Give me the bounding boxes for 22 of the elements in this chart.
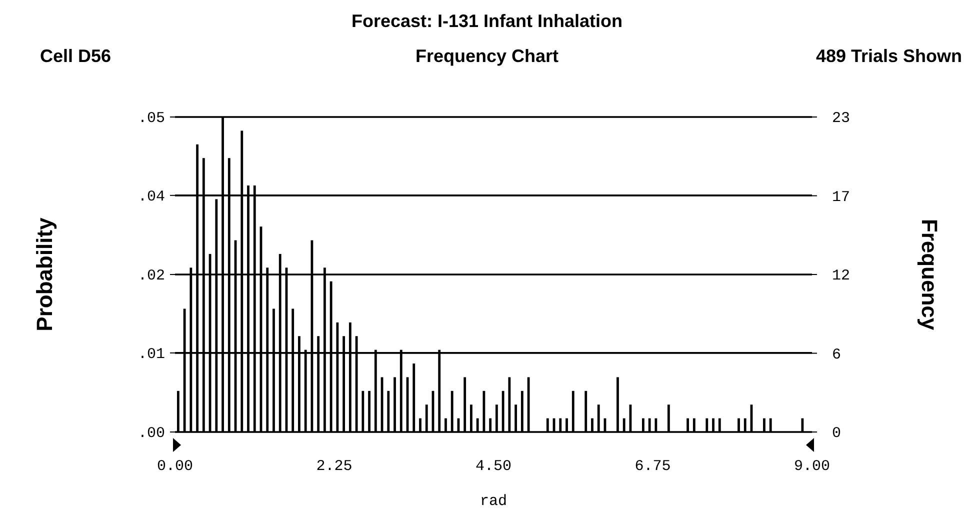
y2-tick-label: 23	[832, 110, 850, 127]
y2-axis-title: Frequency	[917, 218, 942, 331]
x-tick-label: 9.00	[794, 458, 830, 475]
x-tick-label: 6.75	[634, 458, 671, 475]
y-tick-label: .00	[138, 425, 165, 442]
y2-tick-label: 12	[832, 268, 850, 284]
y-tick-label: .01	[138, 346, 165, 363]
chart-title: Forecast: I-131 Infant Inhalation	[351, 11, 623, 31]
y-axis-title: Probability	[32, 216, 57, 332]
x-axis-title: rad	[480, 493, 508, 510]
y2-tick-label: 6	[832, 346, 842, 364]
y-tick-label: .05	[138, 110, 165, 127]
y-tick-label: .04	[138, 188, 165, 206]
y-tick-label: .02	[138, 268, 165, 284]
y2-tick-label: 0	[832, 425, 842, 442]
x-tick-label: 0.00	[156, 458, 194, 475]
text: Cell D56	[40, 46, 112, 66]
y2-tick-label: 17	[832, 188, 850, 206]
x-tick-label: 4.50	[475, 458, 512, 475]
x-tick-label: 2.25	[316, 458, 352, 475]
chart-subtitle: Frequency Chart	[415, 46, 559, 66]
text: 489 Trials Shown	[816, 46, 962, 66]
